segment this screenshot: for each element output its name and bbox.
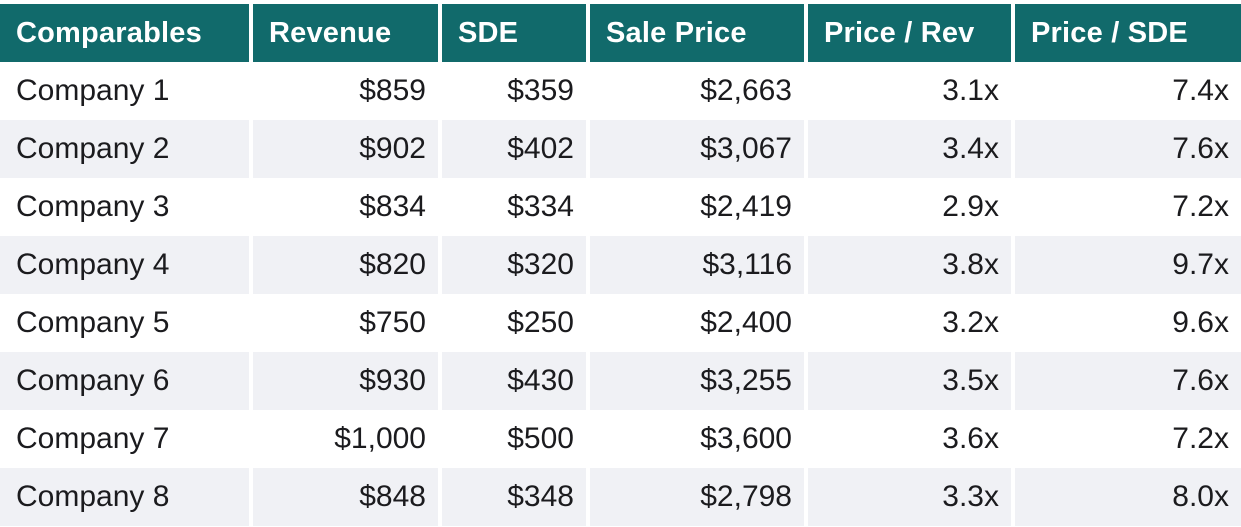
column-header-sale-price: Sale Price — [586, 4, 804, 62]
value-cell: $2,400 — [586, 294, 804, 352]
value-cell: $3,255 — [586, 352, 804, 410]
value-cell: $902 — [249, 120, 438, 178]
company-name-cell: Company 3 — [0, 178, 249, 236]
value-cell: 7.2x — [1011, 410, 1241, 468]
value-cell: 3.1x — [804, 62, 1011, 120]
value-cell: 8.0x — [1011, 468, 1241, 526]
value-cell: 2.9x — [804, 178, 1011, 236]
value-cell: $750 — [249, 294, 438, 352]
value-cell: $430 — [438, 352, 586, 410]
value-cell: 3.8x — [804, 236, 1011, 294]
value-cell: $3,067 — [586, 120, 804, 178]
value-cell: $348 — [438, 468, 586, 526]
value-cell: $820 — [249, 236, 438, 294]
company-name-cell: Company 2 — [0, 120, 249, 178]
value-cell: $859 — [249, 62, 438, 120]
value-cell: 7.6x — [1011, 120, 1241, 178]
table-row: Company 7 $1,000 $500 $3,600 3.6x 7.2x — [0, 410, 1241, 468]
header-row: Comparables Revenue SDE Sale Price Price / R… — [0, 4, 1241, 62]
value-cell: 7.4x — [1011, 62, 1241, 120]
value-cell: $320 — [438, 236, 586, 294]
company-name-cell: Company 5 — [0, 294, 249, 352]
table-row: Company 2 $902 $402 $3,067 3.4x 7.6x — [0, 120, 1241, 178]
column-header-comparables: Comparables — [0, 4, 249, 62]
value-cell: 7.2x — [1011, 178, 1241, 236]
value-cell: 9.6x — [1011, 294, 1241, 352]
table-row: Company 6 $930 $430 $3,255 3.5x 7.6x — [0, 352, 1241, 410]
column-header-revenue: Revenue — [249, 4, 438, 62]
value-cell: $500 — [438, 410, 586, 468]
value-cell: $250 — [438, 294, 586, 352]
company-name-cell: Company 1 — [0, 62, 249, 120]
company-name-cell: Company 6 — [0, 352, 249, 410]
table-row: Company 8 $848 $348 $2,798 3.3x 8.0x — [0, 468, 1241, 526]
comparables-table: Comparables Revenue SDE Sale Price Price / R… — [0, 4, 1241, 526]
column-header-price-sde: Price / SDE — [1011, 4, 1241, 62]
value-cell: $1,000 — [249, 410, 438, 468]
value-cell: $2,663 — [586, 62, 804, 120]
table-row: Company 5 $750 $250 $2,400 3.2x 9.6x — [0, 294, 1241, 352]
value-cell: $359 — [438, 62, 586, 120]
company-name-cell: Company 7 — [0, 410, 249, 468]
column-header-price-rev: Price / Rev — [804, 4, 1011, 62]
value-cell: $834 — [249, 178, 438, 236]
value-cell: $848 — [249, 468, 438, 526]
value-cell: 3.3x — [804, 468, 1011, 526]
value-cell: 9.7x — [1011, 236, 1241, 294]
table-row: Company 1 $859 $359 $2,663 3.1x 7.4x — [0, 62, 1241, 120]
value-cell: 3.5x — [804, 352, 1011, 410]
value-cell: 3.2x — [804, 294, 1011, 352]
table-body: Company 1 $859 $359 $2,663 3.1x 7.4x Company 2… — [0, 62, 1241, 526]
value-cell: $2,798 — [586, 468, 804, 526]
value-cell: $334 — [438, 178, 586, 236]
company-name-cell: Company 4 — [0, 236, 249, 294]
value-cell: $3,116 — [586, 236, 804, 294]
value-cell: $402 — [438, 120, 586, 178]
company-name-cell: Company 8 — [0, 468, 249, 526]
value-cell: 3.4x — [804, 120, 1011, 178]
table-row: Company 4 $820 $320 $3,116 3.8x 9.7x — [0, 236, 1241, 294]
value-cell: $3,600 — [586, 410, 804, 468]
value-cell: 3.6x — [804, 410, 1011, 468]
value-cell: $2,419 — [586, 178, 804, 236]
value-cell: 7.6x — [1011, 352, 1241, 410]
value-cell: $930 — [249, 352, 438, 410]
column-header-sde: SDE — [438, 4, 586, 62]
table-row: Company 3 $834 $334 $2,419 2.9x 7.2x — [0, 178, 1241, 236]
